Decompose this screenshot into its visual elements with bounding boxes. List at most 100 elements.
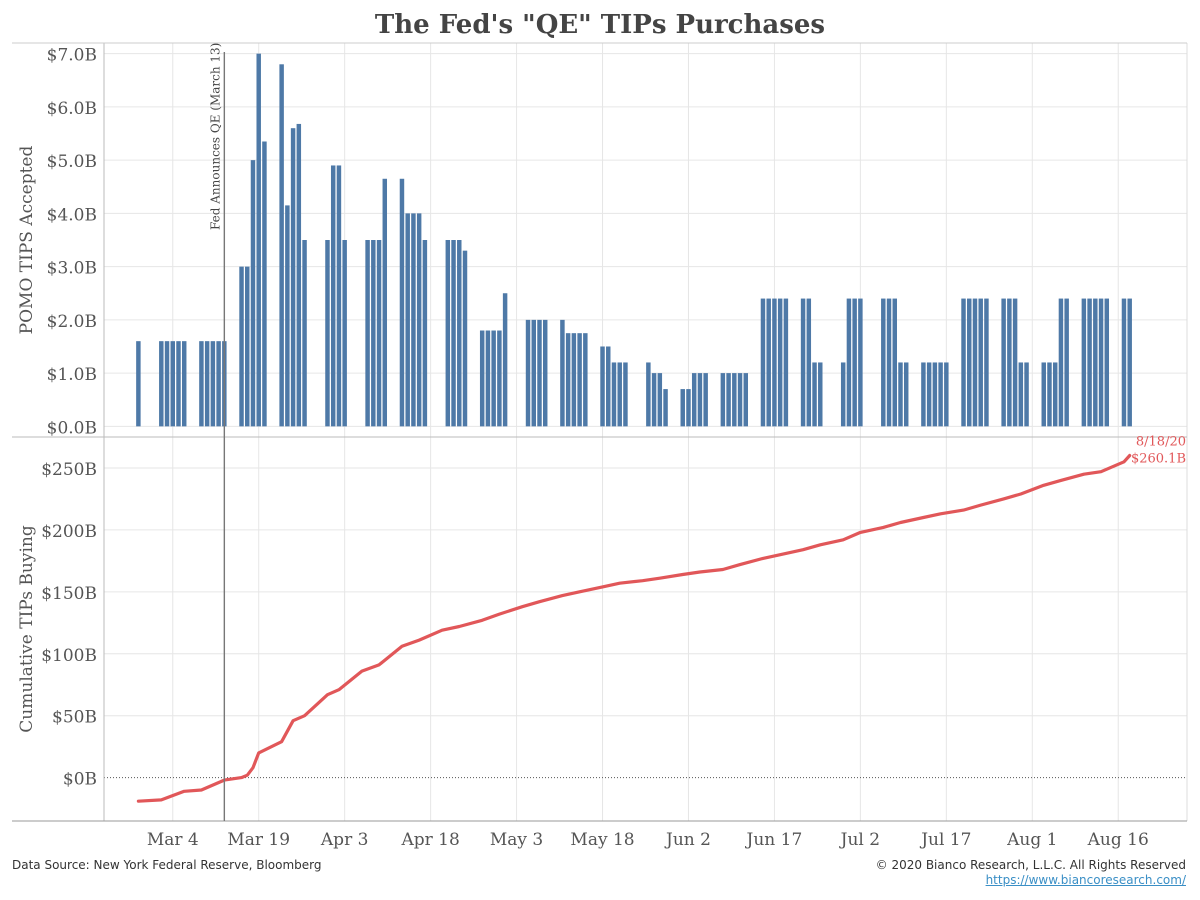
bar: [600, 346, 605, 427]
bar: [1127, 298, 1132, 427]
bar: [451, 240, 456, 427]
bar: [1041, 362, 1046, 427]
bar: [583, 333, 588, 427]
bar: [405, 213, 410, 427]
bar: [302, 240, 307, 427]
chart-title: The Fed's "QE" TIPs Purchases: [374, 10, 826, 40]
bar: [216, 341, 221, 427]
bar: [411, 213, 416, 427]
bar: [858, 298, 863, 427]
bar: [783, 298, 789, 427]
bar: [881, 298, 886, 427]
end-label-date: 8/18/20: [1136, 434, 1186, 449]
bar: [542, 319, 548, 427]
x-tick-label: Mar 4: [147, 830, 199, 850]
bar: [697, 373, 703, 427]
bar: [336, 165, 342, 427]
bar: [1093, 298, 1098, 427]
bar: [743, 373, 749, 427]
bar: [537, 319, 542, 427]
bar: [932, 362, 938, 427]
copyright-note: © 2020 Bianco Research, L.L.C. All Right…: [875, 858, 1186, 872]
bar: [376, 240, 382, 427]
bar: [399, 178, 405, 427]
bar: [479, 330, 485, 427]
bar: [1104, 298, 1110, 427]
bar: [485, 330, 491, 427]
bar: [204, 341, 210, 427]
bar: [250, 160, 256, 427]
bar-y-tick-label: $5.0B: [47, 152, 97, 172]
bar: [525, 319, 531, 427]
bar-y-tick-label: $4.0B: [47, 205, 97, 225]
bar: [210, 341, 216, 427]
bar: [777, 298, 783, 427]
bar: [560, 319, 565, 427]
bar: [926, 362, 932, 427]
bar: [1058, 298, 1064, 427]
bar: [382, 178, 388, 427]
bar: [279, 64, 284, 427]
bar: [296, 123, 302, 427]
bar: [1047, 362, 1052, 427]
bar: [760, 298, 766, 427]
qe-announcement-label: Fed Announces QE (March 13): [208, 43, 222, 230]
bar: [365, 240, 370, 427]
bar: [181, 341, 187, 427]
line-y-tick-label: $150B: [41, 584, 97, 604]
bar: [961, 298, 966, 427]
bar: [978, 298, 983, 427]
bar: [571, 333, 577, 427]
line-y-axis-title: Cumulative TIPs Buying: [17, 525, 37, 733]
bar: [646, 362, 651, 427]
bar: [732, 373, 737, 427]
bar: [1081, 298, 1087, 427]
bar-y-tick-label: $3.0B: [47, 259, 97, 279]
bar: [457, 240, 462, 427]
bar: [462, 250, 468, 427]
x-tick-label: Mar 19: [227, 830, 290, 850]
x-tick-label: Jun 2: [664, 830, 711, 850]
bar: [1012, 298, 1018, 427]
bar: [818, 362, 823, 427]
line-y-tick-label: $250B: [41, 460, 97, 480]
bar: [159, 341, 164, 427]
x-tick-label: May 18: [570, 830, 634, 850]
bar: [239, 266, 244, 427]
bar: [1087, 298, 1092, 427]
bar: [703, 373, 708, 427]
x-tick-label: Aug 16: [1087, 830, 1149, 850]
bar: [491, 330, 496, 427]
bar: [497, 330, 502, 427]
bar: [136, 341, 141, 427]
bar: [416, 213, 422, 427]
bar-y-tick-label: $0.0B: [47, 418, 97, 438]
bar: [164, 341, 170, 427]
bar: [898, 362, 903, 427]
line-y-tick-label: $200B: [41, 522, 97, 542]
line-y-tick-label: $0B: [63, 770, 97, 790]
bar: [176, 341, 181, 427]
website-link[interactable]: https://www.biancoresearch.com/: [985, 873, 1186, 887]
bar: [606, 346, 611, 427]
bar-y-axis-title: POMO TIPS Accepted: [17, 146, 37, 335]
bar: [623, 362, 628, 427]
bar: [245, 266, 250, 427]
bar: [262, 141, 267, 427]
bar: [611, 362, 617, 427]
bar: [984, 298, 989, 427]
bar: [371, 240, 376, 427]
bar: [342, 240, 347, 427]
bar: [1007, 298, 1012, 427]
data-source-note: Data Source: New York Federal Reserve, B…: [12, 858, 322, 872]
line-y-tick-label: $50B: [52, 708, 97, 728]
bar: [502, 293, 508, 427]
end-label-value: $260.1B: [1131, 451, 1186, 466]
bar: [1024, 362, 1029, 427]
bar: [1018, 362, 1024, 427]
bar-y-tick-label: $7.0B: [47, 46, 97, 66]
bar: [617, 362, 622, 427]
bar: [886, 298, 892, 427]
bar: [199, 341, 204, 427]
bar: [1121, 298, 1127, 427]
